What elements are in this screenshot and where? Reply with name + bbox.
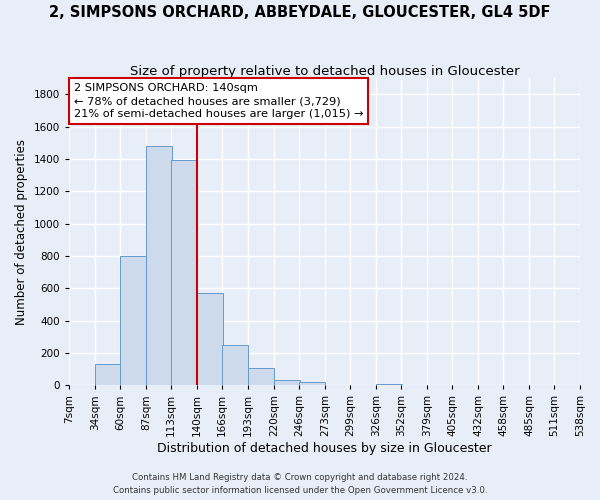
Bar bbox=[299, 382, 325, 386]
Y-axis label: Number of detached properties: Number of detached properties bbox=[15, 138, 28, 324]
Bar bbox=[248, 368, 274, 386]
Bar bbox=[222, 345, 248, 386]
X-axis label: Distribution of detached houses by size in Gloucester: Distribution of detached houses by size … bbox=[157, 442, 492, 455]
Text: Contains HM Land Registry data © Crown copyright and database right 2024.
Contai: Contains HM Land Registry data © Crown c… bbox=[113, 474, 487, 495]
Bar bbox=[274, 380, 300, 386]
Bar bbox=[197, 293, 223, 386]
Bar bbox=[120, 256, 146, 386]
Bar bbox=[171, 160, 197, 386]
Text: 2, SIMPSONS ORCHARD, ABBEYDALE, GLOUCESTER, GL4 5DF: 2, SIMPSONS ORCHARD, ABBEYDALE, GLOUCEST… bbox=[49, 5, 551, 20]
Bar bbox=[376, 384, 402, 386]
Bar bbox=[146, 146, 172, 386]
Bar bbox=[95, 364, 121, 386]
Title: Size of property relative to detached houses in Gloucester: Size of property relative to detached ho… bbox=[130, 65, 519, 78]
Text: 2 SIMPSONS ORCHARD: 140sqm
← 78% of detached houses are smaller (3,729)
21% of s: 2 SIMPSONS ORCHARD: 140sqm ← 78% of deta… bbox=[74, 83, 363, 120]
